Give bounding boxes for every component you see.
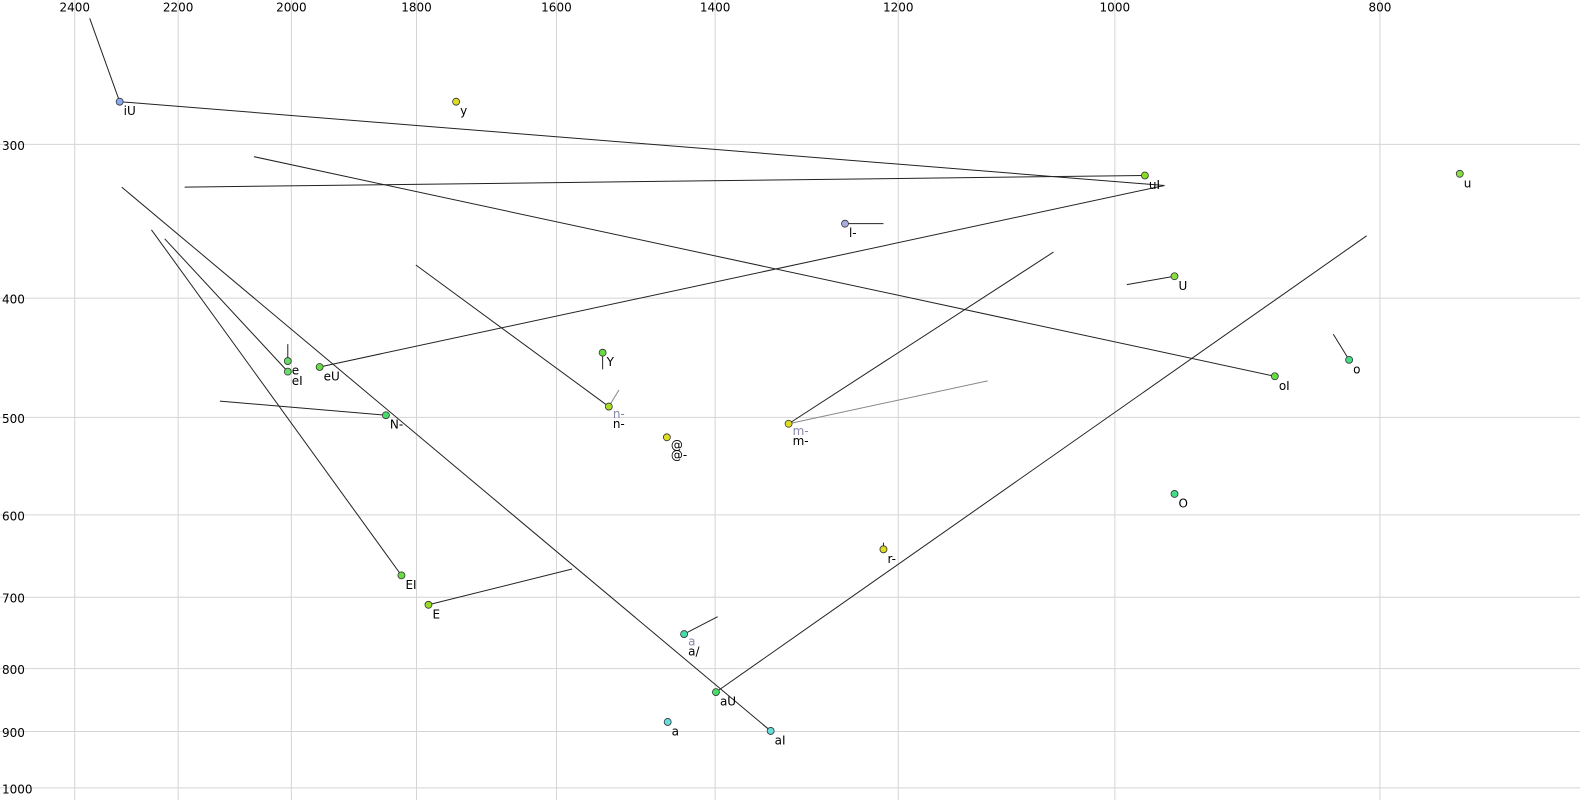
vowel-point xyxy=(315,363,324,371)
vowel-point xyxy=(382,411,390,420)
vowel-label: EI xyxy=(405,578,416,592)
vowel-label: aU xyxy=(720,695,736,709)
vowel-point xyxy=(115,97,124,106)
vowel-label: l- xyxy=(849,226,857,240)
x-tick-label: 1600 xyxy=(541,1,572,15)
trajectory xyxy=(788,251,1054,425)
vowel-point xyxy=(397,571,406,580)
trajectory xyxy=(89,18,1165,186)
vowel-label: a xyxy=(672,724,679,738)
vowel-point xyxy=(424,600,433,609)
y-tick-label: 600 xyxy=(2,509,25,523)
y-tick-label: 900 xyxy=(2,726,25,740)
vowel-label: E xyxy=(432,607,440,621)
vowel-point xyxy=(283,367,292,376)
y-tick-label: 1000 xyxy=(2,782,33,796)
vowel-label: e xyxy=(292,364,299,378)
trajectory xyxy=(1126,275,1175,286)
trajectory xyxy=(683,616,718,635)
vowel-label: y xyxy=(460,104,467,118)
vowel-point xyxy=(841,219,849,228)
x-tick-label: 2400 xyxy=(59,1,90,15)
vowel-point xyxy=(452,97,461,106)
vowel-label: U xyxy=(1179,279,1188,293)
y-tick-label: 500 xyxy=(2,412,25,426)
trajectory xyxy=(151,229,402,576)
vowel-point xyxy=(680,630,689,638)
vowel-label: eI xyxy=(292,374,303,388)
trajectory xyxy=(164,238,289,372)
vowel-label: oI xyxy=(1279,379,1290,393)
vowel-point xyxy=(1170,272,1179,281)
x-tick-label: 1200 xyxy=(883,1,914,15)
vowel-point xyxy=(1270,372,1279,381)
x-tick-label: 1400 xyxy=(700,1,731,15)
vowel-label: iU xyxy=(124,104,136,118)
vowel-label: a/ xyxy=(688,645,700,659)
vowel-point xyxy=(604,402,613,411)
vowel-label: eU xyxy=(324,369,340,383)
trajectory xyxy=(428,568,573,606)
vowel-point xyxy=(712,688,720,697)
vowel-label: uI xyxy=(1149,178,1160,192)
vowel-label: Y xyxy=(606,355,615,369)
vowel-point xyxy=(663,718,672,726)
vowel-point xyxy=(879,545,888,554)
y-tick-label: 800 xyxy=(2,663,25,677)
vowel-point xyxy=(784,419,793,428)
vowel-point xyxy=(1345,355,1354,364)
trajectory xyxy=(1332,334,1350,361)
trajectory xyxy=(253,156,1275,377)
x-tick-label: 1800 xyxy=(401,1,432,15)
vowel-label: O xyxy=(1179,496,1188,510)
vowel-point xyxy=(1140,171,1149,180)
trajectory xyxy=(219,400,386,416)
vowel-point xyxy=(1170,490,1179,498)
vowel-point xyxy=(662,433,671,442)
y-tick-label: 700 xyxy=(2,592,25,606)
x-tick-label: 2200 xyxy=(163,1,194,15)
vowel-label: m- xyxy=(793,424,809,438)
trajectory xyxy=(715,235,1367,693)
x-tick-label: 800 xyxy=(1368,1,1391,15)
vowel-point xyxy=(283,357,292,365)
vowel-point xyxy=(1455,169,1464,178)
trajectory xyxy=(319,184,1165,368)
vowel-point xyxy=(598,348,607,357)
y-tick-label: 400 xyxy=(2,293,25,307)
vowel-label: a xyxy=(688,635,695,649)
x-tick-label: 2000 xyxy=(276,1,307,15)
trajectory xyxy=(788,380,988,425)
vowel-label: @ xyxy=(671,438,683,452)
vowel-label: n- xyxy=(613,407,625,421)
trajectory xyxy=(121,186,772,732)
vowel-label: o xyxy=(1353,362,1360,376)
vowel-label: @- xyxy=(671,448,687,462)
trajectory xyxy=(184,174,1145,188)
vowel-point xyxy=(766,727,775,735)
vowel-label: m- xyxy=(793,434,809,448)
vowel-label: aI xyxy=(775,733,786,747)
x-tick-label: 1000 xyxy=(1100,1,1131,15)
trajectory xyxy=(415,264,610,407)
vowel-label: n- xyxy=(613,417,625,431)
vowel-label: r- xyxy=(887,552,896,566)
y-tick-label: 300 xyxy=(2,139,25,153)
vowel-label: N- xyxy=(390,418,403,432)
vowel-label: u xyxy=(1464,176,1472,190)
